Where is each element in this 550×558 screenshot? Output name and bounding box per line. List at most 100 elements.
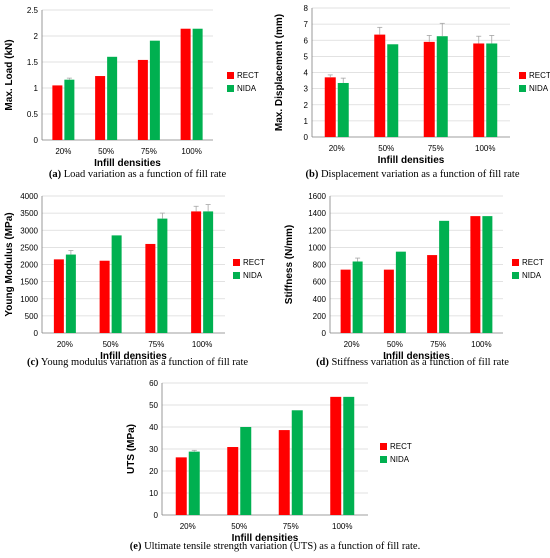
load-chart: 0 0.5 1 1.5 2 2.5 20% 50% 75% 100% Infill densitie… [4, 6, 259, 169]
bar-nida-75pct [149, 40, 160, 140]
x-tick-label: 20% [344, 340, 360, 349]
y-tick-label: 5 [304, 52, 309, 61]
y-tick-label: 1 [304, 117, 309, 126]
legend-swatch-nida [227, 85, 234, 92]
young-modulus-chart: 0 500 1000 1500 2000 2500 3000 3500 4000 20% 50% 75… [4, 192, 265, 362]
bar-rect-50pct [227, 447, 239, 515]
caption-label: (d) [316, 357, 329, 368]
legend-swatch-nida [512, 272, 519, 279]
bar-nida-20pct [188, 451, 200, 515]
y-tick-label: 1 [34, 84, 39, 93]
y-tick-label: 1000 [308, 243, 326, 252]
y-axis-title: Stiffness (N/mm) [284, 225, 295, 304]
y-tick-label: 7 [304, 20, 309, 29]
bar-rect-20pct [175, 457, 187, 515]
legend-label-rect: RECT [243, 258, 265, 267]
x-tick-label: 75% [141, 147, 157, 156]
y-tick-label: 1400 [308, 209, 326, 218]
y-axis-title: Young Modulus (MPa) [4, 212, 15, 316]
x-axis-title: Infill densities [94, 158, 161, 169]
bar-nida-50pct [240, 427, 252, 515]
bar-rect-20pct [340, 269, 351, 333]
legend-swatch-rect [519, 72, 526, 79]
x-axis-title: Infill densities [378, 155, 445, 166]
bar-rect-50pct [374, 34, 386, 138]
legend-label-rect: RECT [522, 258, 544, 267]
y-tick-label: 500 [25, 312, 39, 321]
caption-young-modulus: (c) Young modulus variation as a functio… [0, 357, 275, 368]
x-tick-label: 100% [181, 147, 201, 156]
bar-rect-75pct [278, 430, 290, 515]
caption-text: Stiffness variation as a function of fil… [331, 357, 509, 368]
x-tick-label: 50% [98, 147, 114, 156]
bar-rect-75pct [145, 243, 156, 333]
x-tick-label: 75% [428, 144, 444, 153]
caption-text: Displacement variation as a function of … [320, 169, 520, 180]
bar-rect-75pct [423, 41, 435, 137]
y-tick-label: 1000 [20, 295, 38, 304]
y-tick-label: 6 [304, 36, 309, 45]
bar-rect-100pct [473, 43, 485, 137]
bar-rect-100pct [330, 396, 342, 515]
bar-nida-20pct [64, 79, 75, 140]
y-tick-label: 10 [149, 489, 158, 498]
chart-panel-stiffness: 0 200 400 600 800 1000 1200 1400 1600 20% 50% 75% 10… [275, 188, 550, 372]
bar-nida-20pct [65, 254, 76, 333]
y-tick-label: 2.5 [27, 6, 39, 15]
legend-swatch-rect [512, 259, 519, 266]
bar-nida-75pct [291, 410, 303, 515]
caption-label: (e) [129, 541, 142, 552]
bar-nida-75pct [157, 218, 168, 333]
legend-swatch-rect [227, 72, 234, 79]
x-tick-label: 50% [378, 144, 394, 153]
x-tick-label: 20% [55, 147, 71, 156]
bar-rect-50pct [383, 269, 394, 333]
bar-nida-50pct [395, 251, 406, 333]
bar-nida-50pct [111, 235, 122, 333]
bar-rect-20pct [324, 77, 336, 137]
y-tick-label: 0 [154, 511, 159, 520]
y-tick-label: 0 [34, 329, 39, 338]
legend-swatch-rect [380, 443, 387, 450]
caption-label: (a) [48, 169, 62, 180]
x-tick-label: 20% [57, 340, 73, 349]
legend-label-nida: NIDA [390, 455, 410, 464]
legend-swatch-nida [380, 456, 387, 463]
bar-rect-100pct [180, 28, 191, 140]
x-tick-label: 20% [180, 522, 196, 531]
chart-panel-load: 0 0.5 1 1.5 2 2.5 20% 50% 75% 100% Infill densitie… [0, 0, 275, 184]
x-axis-title: Infill densities [232, 533, 299, 544]
legend-label-rect: RECT [390, 442, 412, 451]
y-tick-label: 0.5 [27, 110, 39, 119]
x-tick-label: 20% [329, 144, 345, 153]
bar-rect-20pct [53, 259, 64, 333]
y-axis-title: Max. Load (kN) [4, 39, 15, 110]
x-tick-label: 100% [332, 522, 352, 531]
caption-stiffness: (d) Stiffness variation as a function of… [275, 357, 550, 368]
caption-displacement: (b) Displacement variation as a function… [275, 169, 550, 180]
bar-nida-50pct [107, 56, 118, 140]
y-tick-label: 0 [322, 329, 327, 338]
y-axis-title: Max. Displacement (mm) [274, 14, 285, 131]
y-tick-label: 600 [313, 278, 327, 287]
y-axis-title: UTS (MPa) [126, 424, 137, 474]
displacement-chart: 0 1 2 3 4 5 6 7 8 20% 50% 75% 100% Infill densities Ma… [274, 4, 550, 166]
y-tick-label: 40 [149, 423, 158, 432]
bar-nida-75pct [436, 36, 448, 137]
bar-nida-100pct [482, 216, 493, 333]
y-tick-label: 3 [304, 85, 309, 94]
y-tick-label: 1500 [20, 278, 38, 287]
y-tick-label: 1.5 [27, 58, 39, 67]
bar-rect-50pct [99, 260, 110, 333]
legend-label-rect: RECT [237, 71, 259, 80]
legend-label-nida: NIDA [243, 271, 263, 280]
bar-nida-20pct [337, 82, 349, 137]
bar-nida-100pct [192, 28, 203, 140]
y-tick-label: 2500 [20, 243, 38, 252]
legend-label-nida: NIDA [522, 271, 542, 280]
bar-nida-75pct [439, 220, 450, 333]
legend-swatch-rect [233, 259, 240, 266]
y-tick-label: 3000 [20, 226, 38, 235]
caption-label: (b) [305, 169, 319, 180]
legend-swatch-nida [519, 85, 526, 92]
